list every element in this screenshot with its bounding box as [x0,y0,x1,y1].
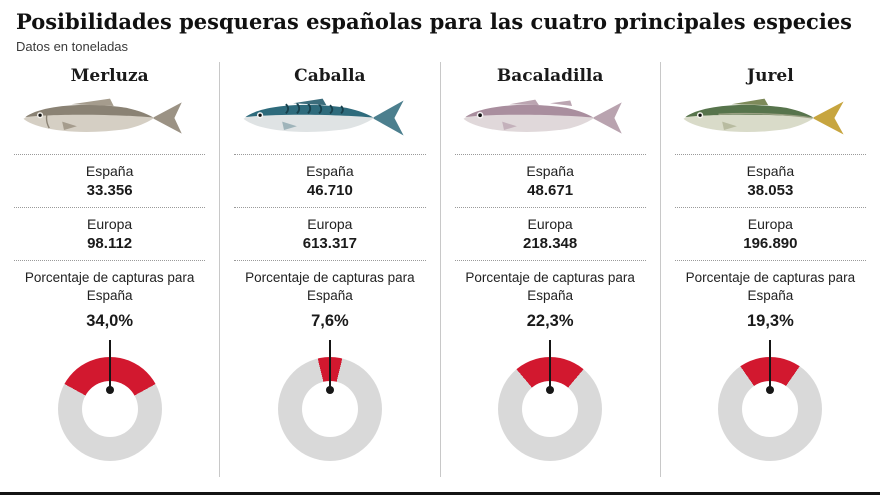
espana-label: España [306,163,354,180]
species-name: Merluza [70,66,149,87]
pointer-line [769,340,772,390]
jurel-fish-image [683,98,844,135]
caballa-fish-image [243,98,404,136]
species-column-jurel: Jurel España 38.053 Europa 196.890 Porce… [659,62,880,478]
donut-chart-bacaladilla [498,340,603,462]
europa-label: Europa [307,216,353,233]
header: Posibilidades pesqueras españolas para l… [0,0,880,54]
dotted-divider [674,207,866,209]
dotted-divider [14,154,206,156]
europa-value: 98.112 [87,235,133,253]
espana-value: 33.356 [86,182,133,200]
species-column-merluza: Merluza España 33.356 Europa 98.112 Porc… [0,62,219,477]
europa-value: 196.890 [743,235,798,253]
europa-value: 218.348 [523,235,578,253]
espana-label: España [746,163,795,180]
units-note: Datos en toneladas [16,39,129,55]
dotted-divider [14,260,206,262]
pct-caption: Porcentaje de capturas para España [465,270,635,303]
species-name: Bacaladilla [496,66,604,87]
dotted-divider [454,260,646,262]
espana-label: España [85,163,134,180]
pct-caption: Porcentaje de capturas para España [685,270,856,303]
espana-value: 46.710 [306,182,353,200]
species-name: Caballa [294,66,366,87]
dotted-divider [454,207,646,209]
dotted-divider [234,207,426,209]
donut-chart-jurel [718,340,823,462]
pointer-line [549,340,552,390]
europa-label: Europa [527,216,573,233]
europa-value: 613.317 [302,235,357,253]
espana-value: 38.053 [747,182,794,200]
pointer-line [328,340,331,390]
pct-value: 34,0% [86,312,134,331]
pointer-dot [766,386,775,395]
dotted-divider [14,207,206,209]
page-title: Posibilidades pesqueras españolas para l… [16,9,853,34]
pct-value: 22,3% [526,312,574,331]
species-column-caballa: Caballa España 46.710 Europa 613.317 Por… [219,62,439,478]
europa-label: Europa [87,216,133,233]
merluza-fish-image [23,98,182,134]
dotted-divider [674,154,866,156]
pct-caption: Porcentaje de capturas para España [24,270,195,303]
dotted-divider [674,260,866,262]
species-columns: Merluza España 33.356 Europa 98.112 Porc… [0,62,880,478]
pct-value: 19,3% [746,312,794,331]
bacaladilla-fish-image [463,99,622,134]
pointer-dot [546,386,555,395]
donut-chart-caballa [277,340,382,462]
dotted-divider [454,154,646,156]
pointer-dot [105,386,114,395]
species-column-bacaladilla: Bacaladilla España 48.671 Europa 218.348… [439,62,660,478]
espana-label: España [526,163,574,180]
donut-chart-merluza [57,340,162,462]
dotted-divider [234,154,426,156]
espana-value: 48.671 [527,182,574,200]
species-name: Jurel [747,66,794,87]
pct-caption: Porcentaje de capturas para España [245,270,415,303]
pct-value: 7,6% [311,312,349,331]
dotted-divider [234,260,426,262]
pointer-dot [325,386,334,395]
pointer-line [108,340,111,390]
europa-label: Europa [747,216,793,233]
